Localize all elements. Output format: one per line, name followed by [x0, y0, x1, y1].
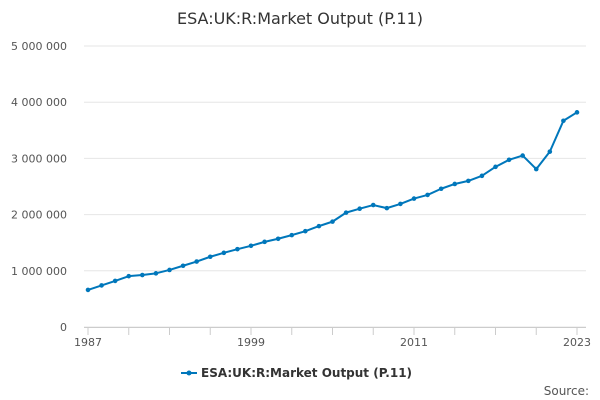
data-point — [316, 223, 322, 229]
legend-point-marker — [186, 370, 192, 376]
data-point — [140, 272, 145, 278]
data-point — [561, 118, 566, 124]
x-tick-label: 1999 — [237, 336, 265, 349]
y-tick-label: 3 000 000 — [11, 152, 67, 165]
data-point — [275, 236, 281, 242]
data-point — [425, 192, 430, 198]
data-point — [126, 273, 132, 279]
data-point — [153, 271, 159, 276]
source-label: Source: — [544, 384, 589, 398]
data-point — [438, 186, 444, 192]
data-point — [398, 201, 403, 207]
series-line — [87, 111, 578, 291]
y-axis: 0 1 000 000 2 000 000 3 000 000 4 000 000 5 0… — [11, 40, 67, 334]
data-point — [303, 228, 308, 234]
grid — [84, 45, 586, 328]
data-point — [112, 278, 118, 284]
data-point — [330, 219, 335, 224]
data-point — [343, 210, 349, 215]
data-point — [180, 263, 186, 269]
y-tick-label: 5 000 000 — [11, 40, 67, 53]
data-point — [207, 254, 213, 260]
data-point — [370, 202, 376, 208]
data-point — [262, 239, 267, 245]
y-tick-label: 0 — [60, 321, 67, 334]
data-point — [289, 232, 295, 238]
data-point — [248, 243, 254, 249]
y-tick-label: 2 000 000 — [11, 209, 67, 222]
x-axis: 1987 1999 2011 2023 — [74, 327, 591, 349]
y-tick-label: 1 000 000 — [11, 265, 67, 278]
data-point — [85, 287, 91, 293]
chart-title: ESA:UK:R:Market Output (P.11) — [177, 9, 423, 28]
data-point — [574, 110, 580, 115]
data-point — [493, 164, 498, 170]
data-point — [357, 206, 362, 211]
data-point — [533, 166, 539, 172]
data-point — [99, 283, 104, 288]
data-point — [221, 250, 227, 256]
data-point — [466, 178, 471, 184]
y-tick-label: 4 000 000 — [11, 96, 67, 109]
data-point — [520, 153, 525, 158]
data-point — [506, 157, 512, 163]
data-point — [384, 205, 390, 211]
data-point — [479, 173, 485, 179]
data-point — [235, 246, 240, 252]
x-tick-label: 1987 — [74, 336, 102, 349]
data-point — [194, 259, 199, 264]
data-point — [411, 196, 417, 201]
legend[interactable]: ESA:UK:R:Market Output (P.11) — [181, 366, 412, 380]
data-point — [452, 181, 458, 187]
data-point — [167, 267, 172, 273]
x-tick-label: 2023 — [563, 336, 591, 349]
data-point — [547, 149, 553, 154]
plot-area — [85, 110, 580, 293]
legend-label: ESA:UK:R:Market Output (P.11) — [201, 366, 412, 380]
x-tick-label: 2011 — [400, 336, 428, 349]
